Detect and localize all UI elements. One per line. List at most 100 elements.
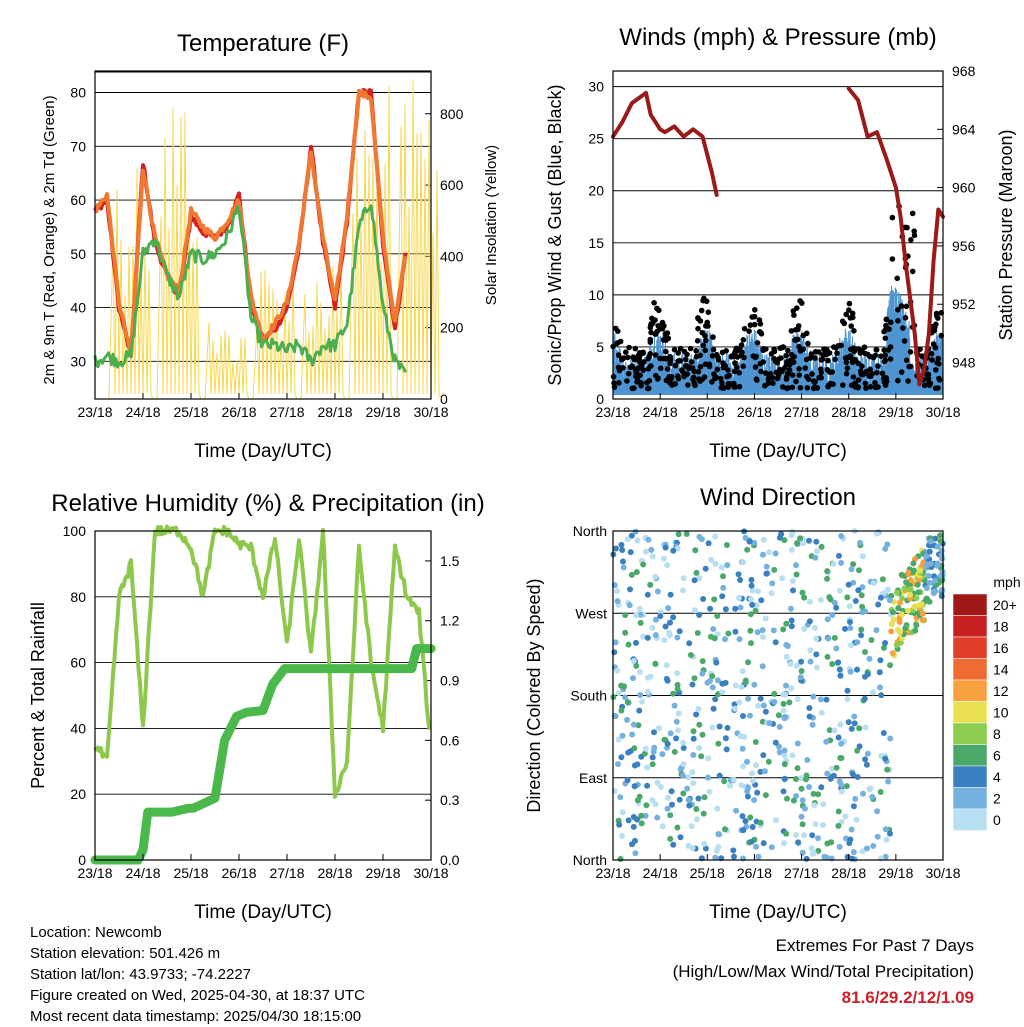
- direction-point: [776, 743, 782, 750]
- direction-point: [721, 778, 728, 785]
- gust-point: [667, 360, 673, 367]
- direction-point: [628, 571, 635, 578]
- gust-point: [780, 384, 786, 390]
- direction-point: [724, 562, 731, 569]
- gust-point: [895, 307, 901, 313]
- direction-point: [781, 761, 788, 768]
- gust-point: [702, 333, 708, 339]
- gust-point: [830, 381, 836, 388]
- winds-ytick-label: 10: [588, 287, 604, 303]
- temperature-xtick-label: 29/18: [365, 404, 400, 420]
- direction-point: [627, 549, 634, 556]
- gust-point: [850, 374, 857, 380]
- direction-point: [625, 749, 632, 756]
- gust-point: [771, 346, 777, 353]
- direction-point: [838, 788, 845, 795]
- gust-point: [700, 342, 707, 349]
- gust-point: [909, 268, 916, 275]
- direction-point: [835, 808, 842, 815]
- gust-point: [908, 237, 914, 243]
- direction-point: [685, 774, 692, 781]
- insolation-spike: [300, 264, 346, 400]
- direction-point: [882, 545, 889, 552]
- direction-point: [859, 584, 866, 591]
- gust-point: [855, 384, 862, 390]
- direction-point: [705, 540, 712, 547]
- direction-point: [859, 848, 866, 855]
- direction-point: [873, 627, 880, 634]
- direction-point: [636, 605, 643, 612]
- gust-point: [785, 385, 791, 391]
- direction-point: [824, 854, 831, 861]
- direction-point: [691, 675, 698, 682]
- gust-point: [758, 331, 765, 337]
- direction-point: [680, 790, 687, 797]
- gust-point: [843, 370, 850, 377]
- direction-point: [783, 641, 790, 648]
- direction-point: [807, 647, 814, 654]
- winds-xtick-label: 28/18: [831, 404, 866, 420]
- direction-point: [673, 735, 680, 742]
- gust-point: [709, 379, 715, 385]
- direction-point: [879, 576, 886, 583]
- gust-point: [736, 370, 742, 376]
- direction-point: [889, 650, 896, 657]
- direction-point: [629, 841, 635, 848]
- direction-point: [696, 721, 703, 728]
- direction-point: [636, 793, 643, 800]
- direction-point: [662, 544, 669, 551]
- direction-point: [641, 750, 648, 757]
- direction-point: [689, 681, 696, 688]
- direction-point: [711, 635, 718, 642]
- winds-xtick-label: 30/18: [925, 404, 960, 420]
- gust-point: [747, 322, 754, 328]
- gust-point: [615, 352, 622, 358]
- gust-point: [698, 307, 705, 314]
- gust-point: [640, 349, 646, 356]
- direction-point: [824, 770, 831, 777]
- gust-point: [645, 385, 651, 392]
- temperature-plot-frame: [94, 70, 432, 400]
- direction-point: [720, 584, 727, 591]
- gust-point: [826, 350, 833, 356]
- winds-xtick-label: 25/18: [690, 404, 725, 420]
- direction-point: [744, 546, 751, 553]
- direction-point: [665, 794, 672, 801]
- direction-point: [793, 562, 799, 569]
- direction-point: [835, 822, 842, 829]
- direction-point: [772, 550, 779, 557]
- direction-point: [644, 782, 651, 789]
- direction-point: [787, 605, 794, 612]
- direction-point: [851, 713, 858, 720]
- direction-point: [695, 795, 702, 802]
- direction-point: [874, 530, 881, 537]
- direction-point: [680, 761, 687, 768]
- direction-point: [627, 586, 633, 593]
- winds-plot-frame: [612, 70, 944, 400]
- gust-point: [879, 370, 886, 377]
- direction-point: [667, 591, 674, 598]
- gust-point: [870, 354, 876, 361]
- direction-point: [696, 575, 703, 582]
- humidity-y2tick-label: 0.6: [440, 732, 460, 748]
- direction-point: [617, 856, 624, 862]
- direction-point: [716, 723, 723, 730]
- direction-point: [838, 755, 845, 761]
- recent-timestamp-text: Most recent data timestamp: 2025/04/30 1…: [30, 1008, 362, 1025]
- direction-point: [783, 682, 789, 689]
- direction-point: [714, 805, 721, 812]
- direction-point: [745, 695, 752, 702]
- direction-point: [798, 658, 805, 665]
- direction-point: [659, 823, 666, 830]
- extremes-heading: Extremes For Past 7 Days: [775, 936, 974, 955]
- direction-point: [885, 778, 892, 785]
- direction-point: [937, 572, 944, 579]
- direction-point: [624, 699, 631, 706]
- direction-point: [855, 587, 862, 594]
- direction-point: [725, 630, 732, 637]
- temperature-y2tick-label: 400: [440, 248, 464, 264]
- gust-point: [936, 375, 942, 382]
- direction-point: [670, 841, 677, 848]
- direction-point: [799, 589, 806, 596]
- direction-point: [848, 826, 855, 833]
